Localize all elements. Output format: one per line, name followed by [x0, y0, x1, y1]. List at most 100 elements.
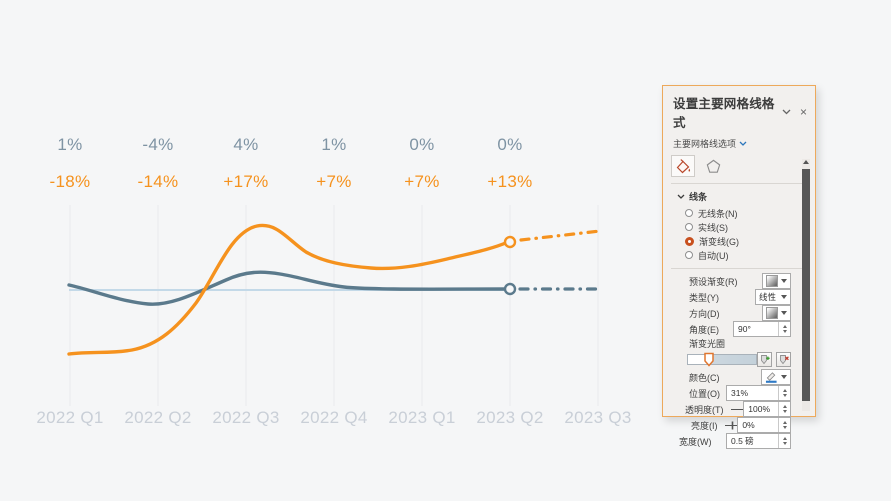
- brightness-value: 0%: [742, 420, 755, 430]
- add-gradient-stop-button[interactable]: [757, 351, 772, 367]
- dropdown-caret-icon: [781, 311, 787, 315]
- transparency-spinner[interactable]: 100%: [743, 401, 791, 417]
- gradient-swatch-icon: [766, 275, 778, 287]
- gradient-stop-handle[interactable]: [704, 352, 715, 369]
- data-label-col[interactable]: 1% -18%: [25, 135, 115, 192]
- line-section-header[interactable]: 线条: [663, 184, 815, 206]
- scrollbar-up-icon[interactable]: [803, 160, 809, 164]
- radio-solid-line[interactable]: 实线(S): [663, 220, 815, 234]
- tab-effects[interactable]: [701, 155, 725, 177]
- axis-label[interactable]: 2022 Q1: [36, 408, 104, 427]
- spin-up-icon[interactable]: [782, 404, 787, 408]
- direction-label: 方向(D): [689, 308, 720, 319]
- slate-change-label: 0%: [497, 135, 523, 154]
- orange-change-label: +13%: [487, 172, 533, 191]
- spin-down-icon[interactable]: [782, 330, 787, 334]
- paint-bucket-icon: [676, 159, 691, 174]
- orange-series-forecast[interactable]: [519, 229, 602, 242]
- data-label-col[interactable]: 0% +13%: [465, 135, 555, 192]
- remove-stop-icon: [780, 354, 789, 364]
- axis-label[interactable]: 2022 Q2: [124, 408, 192, 427]
- position-spinner[interactable]: 31%: [726, 385, 791, 401]
- spin-up-icon[interactable]: [782, 420, 787, 424]
- orange-change-label: +7%: [316, 172, 352, 191]
- width-spinner[interactable]: 0.5 磅: [726, 433, 791, 449]
- data-label-col[interactable]: -4% -14%: [113, 135, 203, 192]
- position-label: 位置(O): [689, 388, 720, 399]
- spin-down-icon[interactable]: [782, 426, 787, 430]
- spin-down-icon[interactable]: [782, 394, 787, 398]
- preset-gradient-label: 预设渐变(R): [689, 276, 738, 287]
- divider: [671, 183, 807, 184]
- pane-collapse-chevron-icon[interactable]: [782, 109, 791, 115]
- slate-change-label: -4%: [142, 135, 174, 154]
- brightness-label: 亮度(I): [691, 420, 718, 431]
- brightness-spinner[interactable]: 0%: [737, 417, 791, 433]
- remove-gradient-stop-button[interactable]: [776, 351, 791, 367]
- chevron-down-icon[interactable]: [739, 141, 747, 147]
- spin-up-icon[interactable]: [782, 388, 787, 392]
- data-label-col[interactable]: 4% +17%: [201, 135, 291, 192]
- angle-value: 90°: [738, 324, 751, 334]
- color-pen-icon: [765, 372, 777, 383]
- pane-close-icon[interactable]: ×: [799, 105, 807, 119]
- axis-label[interactable]: 2023 Q2: [476, 408, 544, 427]
- slate-change-label: 1%: [57, 135, 83, 154]
- radio-no-line[interactable]: 无线条(N): [663, 206, 815, 220]
- dropdown-caret-icon: [781, 295, 787, 299]
- color-label: 颜色(C): [689, 372, 720, 383]
- radio-gradient-line[interactable]: 渐变线(G): [663, 234, 815, 248]
- tab-fill-line[interactable]: [671, 155, 695, 177]
- orange-series-line[interactable]: [67, 223, 510, 356]
- axis-label[interactable]: 2022 Q3: [212, 408, 280, 427]
- preset-gradient-dropdown[interactable]: [762, 273, 791, 289]
- axis-label[interactable]: 2023 Q1: [388, 408, 456, 427]
- slate-change-label: 1%: [321, 135, 347, 154]
- divider: [671, 268, 807, 269]
- gradient-stops-slider[interactable]: [687, 352, 757, 367]
- gridline-options-dropdown-label[interactable]: 主要网格线选项: [673, 139, 737, 149]
- angle-spinner[interactable]: 90°: [733, 321, 791, 337]
- transparency-mini-slider[interactable]: [730, 405, 744, 414]
- width-value: 0.5 磅: [731, 436, 754, 446]
- spin-down-icon[interactable]: [782, 410, 787, 414]
- axis-label[interactable]: 2022 Q4: [300, 408, 368, 427]
- pane-scrollbar[interactable]: [802, 159, 810, 411]
- direction-dropdown[interactable]: [762, 305, 791, 321]
- transparency-label: 透明度(T): [685, 404, 724, 415]
- brightness-mini-slider[interactable]: [724, 421, 738, 430]
- section-chevron-icon: [677, 194, 685, 199]
- spin-up-icon[interactable]: [782, 324, 787, 328]
- radio-icon: [685, 223, 693, 231]
- pane-title: 设置主要网格线格式: [673, 97, 775, 130]
- spin-down-icon[interactable]: [782, 442, 787, 446]
- format-gridlines-pane: 设置主要网格线格式 × 主要网格线选项 线条 无线条(N): [662, 85, 816, 449]
- slate-change-label: 0%: [409, 135, 435, 154]
- type-dropdown[interactable]: 线性: [754, 289, 791, 305]
- orange-series-marker[interactable]: [503, 235, 517, 249]
- orange-change-label: -14%: [137, 172, 179, 191]
- slate-series-marker[interactable]: [503, 282, 517, 296]
- pentagon-effects-icon: [706, 159, 720, 173]
- axis-label[interactable]: 2023 Q3: [564, 408, 632, 427]
- orange-change-label: +7%: [404, 172, 440, 191]
- slate-series-line[interactable]: [67, 270, 510, 306]
- gradient-swatch-icon: [766, 307, 778, 319]
- spin-up-icon[interactable]: [782, 436, 787, 440]
- color-dropdown[interactable]: [761, 369, 791, 385]
- type-label: 类型(Y): [689, 292, 719, 303]
- width-label: 宽度(W): [679, 436, 712, 447]
- dropdown-caret-icon: [781, 279, 787, 283]
- radio-automatic-line[interactable]: 自动(U): [663, 248, 815, 262]
- gradient-stops-label: 渐变光圈: [689, 338, 726, 349]
- scrollbar-thumb[interactable]: [802, 169, 810, 401]
- data-label-col[interactable]: 1% +7%: [289, 135, 379, 192]
- data-label-col[interactable]: 0% +7%: [377, 135, 467, 192]
- position-value: 31%: [731, 388, 749, 398]
- orange-change-label: +17%: [223, 172, 269, 191]
- radio-selected-icon: [685, 236, 694, 246]
- radio-icon: [685, 251, 693, 259]
- angle-label: 角度(E): [689, 324, 719, 335]
- type-value: 线性: [758, 292, 776, 302]
